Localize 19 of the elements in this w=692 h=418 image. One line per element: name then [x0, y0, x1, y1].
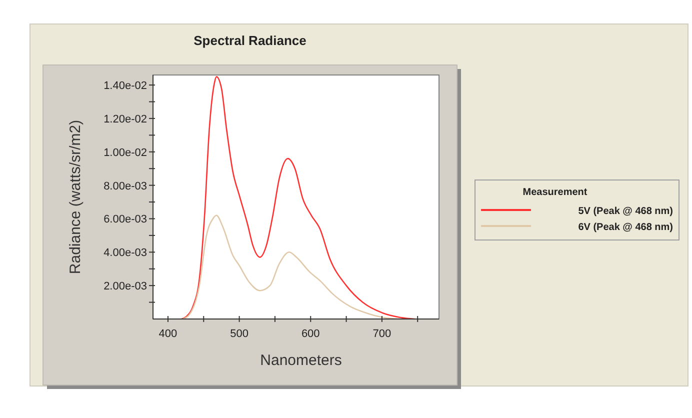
y-axis-title: Radiance (watts/sr/m2) — [67, 120, 84, 274]
y-tick-label: 4.00e-03 — [104, 247, 147, 260]
chart-title: Spectral Radiance — [194, 33, 306, 48]
y-tick-label: 1.20e-02 — [104, 113, 147, 126]
y-tick-label: 6.00e-03 — [104, 214, 147, 226]
text: 6V (Peak @ 468 nm) — [578, 222, 673, 233]
line-series — [182, 214, 400, 320]
y-tick-label: 2.00e-03 — [104, 280, 147, 293]
x-tick-label: 500 — [230, 328, 248, 340]
x-axis-title: Nanometers — [260, 352, 342, 369]
y-tick-label: 1.40e-02 — [104, 80, 147, 92]
x-tick-label: 600 — [301, 328, 320, 340]
y-tick-label: 1.00e-02 — [104, 146, 147, 159]
legend-title: Measurement — [522, 187, 588, 198]
x-tick-label: 700 — [372, 328, 392, 340]
line-series — [180, 76, 416, 320]
text: 5V (Peak @ 468 nm) — [578, 206, 673, 217]
x-tick-label: 400 — [158, 328, 178, 340]
y-tick-label: 8.00e-03 — [104, 180, 147, 192]
